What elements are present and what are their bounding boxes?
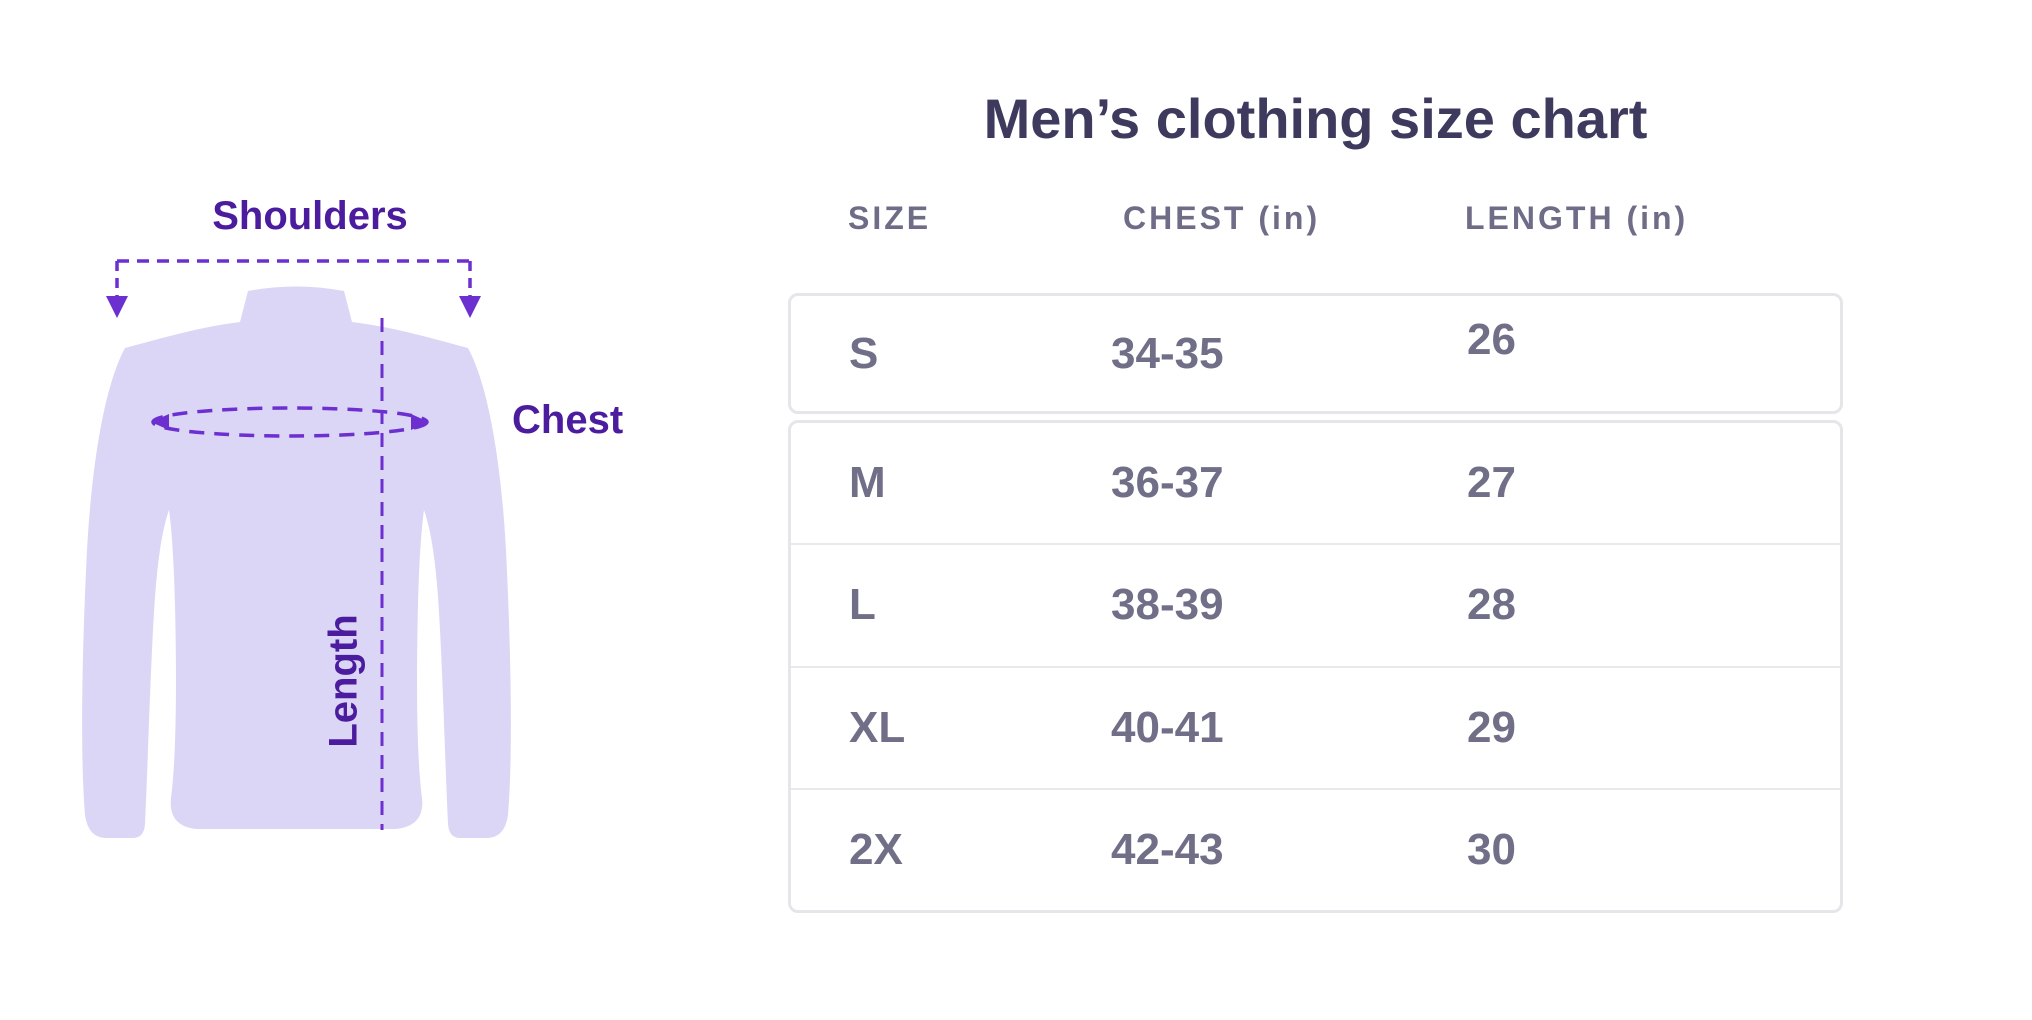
chest-cell: 36-37	[1111, 458, 1224, 508]
chart-title: Men’s clothing size chart	[983, 87, 1648, 150]
column-header-chest: CHEST (in)	[1123, 200, 1321, 236]
chest-cell: 42-43	[1111, 824, 1224, 874]
table-row: 2X 42-43 30	[791, 787, 1840, 910]
chest-arrow-right-icon	[411, 414, 429, 430]
shoulder-arrow-right-icon	[459, 296, 481, 318]
shirt-silhouette	[82, 286, 511, 838]
size-cell: 2X	[849, 824, 903, 874]
length-cell: 27	[1467, 458, 1516, 508]
shoulders-measure-bracket	[115, 259, 472, 297]
table-row: XL 40-41 29	[791, 665, 1840, 788]
length-cell: 26	[1467, 314, 1516, 364]
size-cell: L	[849, 580, 876, 630]
length-label: Length	[321, 614, 366, 748]
size-cell: XL	[849, 702, 906, 752]
table-row: L 38-39 28	[791, 543, 1840, 665]
shoulders-label: Shoulders	[212, 194, 408, 238]
length-cell: 28	[1467, 580, 1516, 630]
column-header-size: SIZE	[848, 200, 932, 236]
shirt-back-illustration	[82, 259, 511, 838]
length-cell: 30	[1467, 824, 1516, 874]
size-table-first-row-card: S 34-35 26	[788, 293, 1843, 414]
chest-cell: 38-39	[1111, 580, 1224, 630]
chest-cell: 34-35	[1111, 328, 1224, 378]
table-row: S 34-35 26	[791, 296, 1840, 411]
size-cell: M	[849, 458, 886, 508]
length-cell: 29	[1467, 702, 1516, 752]
size-table-body-card: M 36-37 27 L 38-39 28 XL 40-41 29 2X 42-…	[788, 420, 1843, 913]
chest-arrow-left-icon	[151, 414, 169, 430]
shoulder-arrow-left-icon	[106, 296, 128, 318]
chest-cell: 40-41	[1111, 702, 1224, 752]
column-header-length: LENGTH (in)	[1465, 200, 1689, 236]
chest-label: Chest	[512, 398, 624, 442]
size-cell: S	[849, 328, 879, 378]
table-row: M 36-37 27	[791, 423, 1840, 543]
